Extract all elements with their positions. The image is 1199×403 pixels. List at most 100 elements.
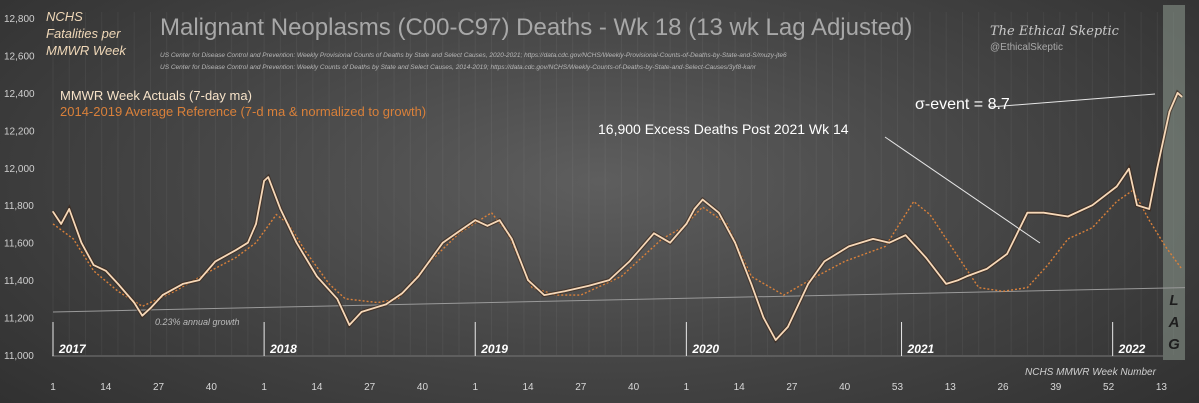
data-point-actuals — [762, 316, 765, 319]
data-point-actuals — [823, 260, 826, 263]
data-point-actuals — [1136, 204, 1138, 207]
source-line-2: US Center for Disease Control and Preven… — [160, 64, 756, 71]
data-point-actuals — [133, 301, 135, 304]
x-tick-label: 14 — [522, 382, 534, 393]
x-tick-label: 27 — [364, 382, 376, 393]
data-point-actuals — [234, 249, 237, 251]
data-point-actuals — [774, 339, 777, 341]
y-tick-label: 12,000 — [4, 164, 35, 175]
data-point-actuals — [1006, 253, 1008, 255]
data-point-actuals — [945, 283, 947, 285]
x-tick-label: 40 — [206, 382, 218, 393]
year-label: 2020 — [691, 342, 719, 356]
data-point-actuals — [957, 279, 960, 281]
trend-line — [52, 287, 1186, 313]
data-point-actuals — [701, 198, 704, 201]
data-point-actuals — [669, 241, 671, 244]
data-point-actuals — [316, 275, 318, 278]
data-point-actuals — [1091, 204, 1094, 207]
data-point-actuals — [348, 324, 351, 326]
year-label: 2022 — [1118, 342, 1146, 356]
data-point-actuals — [401, 292, 403, 295]
x-tick-label: 40 — [417, 382, 429, 393]
chart-title: Malignant Neoplasms (C00-C97) Deaths - W… — [160, 14, 913, 41]
year-label: 2017 — [58, 342, 87, 356]
data-point-actuals — [527, 279, 529, 281]
data-point-actuals — [872, 238, 874, 240]
x-tick-label: 26 — [997, 382, 1009, 393]
legend-reference: 2014-2019 Average Reference (7-d ma & no… — [60, 104, 427, 119]
data-point-actuals — [685, 223, 688, 225]
y-tick-label: 12,400 — [4, 89, 35, 100]
x-tick-label: 27 — [575, 382, 587, 393]
x-tick-label: 1 — [50, 382, 56, 393]
source-line-1: US Center for Disease Control and Preven… — [160, 52, 787, 59]
lag-letter: A — [1168, 314, 1180, 331]
x-tick-label: 27 — [153, 382, 165, 393]
data-point-actuals — [263, 180, 265, 182]
data-point-actuals — [925, 256, 927, 259]
data-point-actuals — [543, 294, 546, 296]
excess-pointer — [884, 136, 1041, 244]
series-line-reference — [52, 189, 1183, 308]
x-tick-label: 52 — [1103, 382, 1115, 393]
data-point-actuals — [360, 311, 363, 313]
x-tick-label: 14 — [734, 382, 746, 393]
data-point-actuals — [1156, 166, 1159, 169]
data-point-actuals — [149, 307, 152, 309]
data-point-actuals — [693, 208, 696, 210]
legend-actuals: MMWR Week Actuals (7-day ma) — [60, 88, 252, 103]
y-tick-label: 11,400 — [4, 276, 34, 287]
data-point-actuals — [80, 241, 83, 244]
lag-letter: L — [1169, 292, 1178, 309]
data-point-actuals — [750, 283, 753, 285]
x-tick-label: 53 — [892, 382, 904, 393]
x-tick-label: 1 — [472, 382, 478, 393]
x-tick-label: 14 — [100, 382, 112, 393]
data-point-actuals — [247, 241, 249, 244]
data-point-actuals — [1148, 208, 1150, 210]
data-point-actuals — [92, 264, 95, 266]
year-label: 2021 — [907, 342, 935, 356]
data-point-actuals — [441, 241, 444, 244]
data-point-actuals — [1115, 185, 1118, 188]
x-tick-label: 39 — [1050, 382, 1062, 393]
y-tick-label: 11,200 — [4, 314, 34, 325]
data-point-actuals — [104, 269, 107, 272]
data-point-actuals — [60, 223, 62, 225]
x-tick-label: 1 — [684, 382, 690, 393]
x-tick-label: 13 — [1156, 382, 1168, 393]
sigma-event-annotation: σ-event = 8.7 — [915, 96, 1010, 113]
excess-deaths-annotation: 16,900 Excess Deaths Post 2021 Wk 14 — [598, 121, 849, 137]
data-point-actuals — [279, 208, 282, 210]
data-point-actuals — [588, 284, 590, 287]
data-point-actuals — [385, 303, 387, 306]
data-point-actuals — [486, 225, 489, 227]
x-tick-label: 40 — [839, 382, 851, 393]
data-point-actuals — [807, 283, 809, 285]
trend-label: 0.23% annual growth — [155, 317, 240, 327]
data-point-actuals — [1067, 215, 1069, 218]
year-label: 2018 — [269, 342, 297, 356]
y-tick-label: 11,800 — [4, 201, 34, 212]
data-point-actuals — [1176, 92, 1179, 94]
data-point-actuals — [510, 238, 513, 240]
data-point-actuals — [198, 279, 200, 281]
data-point-actuals — [787, 326, 789, 328]
data-point-actuals — [474, 219, 477, 221]
data-point-actuals — [563, 290, 566, 293]
x-tick-label: 14 — [311, 382, 323, 393]
data-point-actuals — [255, 223, 257, 225]
data-point-actuals — [1128, 167, 1130, 170]
data-point-actuals — [214, 260, 217, 263]
data-point-actuals — [1026, 211, 1029, 214]
data-point-actuals — [417, 275, 420, 278]
data-point-actuals — [458, 230, 460, 233]
y-tick-label: 12,200 — [4, 126, 35, 137]
y-tick-label: 12,800 — [4, 14, 35, 25]
data-point-actuals — [267, 176, 269, 178]
data-point-actuals — [141, 314, 144, 317]
data-point-actuals — [734, 241, 736, 244]
data-point-actuals — [295, 241, 298, 244]
